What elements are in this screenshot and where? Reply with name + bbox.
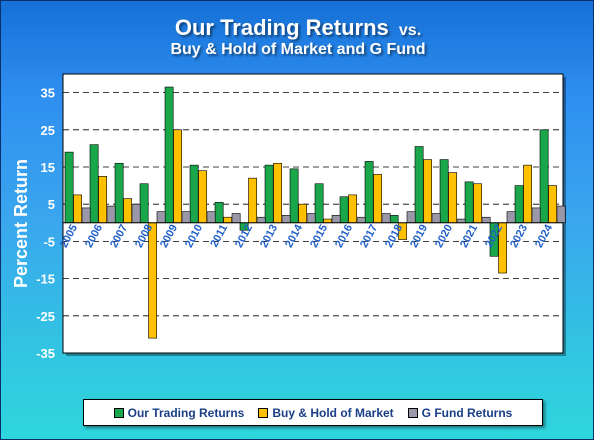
legend-swatch-trading [113, 407, 124, 418]
bar [456, 218, 466, 224]
bar [314, 183, 324, 224]
legend: Our Trading Returns Buy & Hold of Market… [83, 399, 543, 426]
bar [198, 170, 207, 224]
y-tick-label: -25 [36, 309, 55, 324]
y-tick-label: 35 [41, 86, 55, 101]
chart-title: Our Trading Returns vs. [1, 15, 593, 41]
bar [548, 185, 557, 224]
bar [439, 159, 449, 224]
y-tick-label: -5 [43, 234, 55, 249]
bar [464, 181, 474, 224]
legend-item-trading: Our Trading Returns [113, 405, 245, 420]
bar [389, 215, 399, 224]
bar [181, 211, 191, 224]
bar [223, 216, 232, 224]
legend-swatch-gfund [407, 407, 418, 418]
legend-label-trading: Our Trading Returns [127, 405, 245, 420]
bar [248, 177, 257, 224]
bar [406, 211, 416, 224]
bar [364, 161, 374, 224]
y-tick-label: -15 [36, 272, 55, 287]
bar [289, 168, 299, 224]
title-suffix: vs. [398, 22, 422, 39]
y-tick-label: 15 [41, 160, 55, 175]
bar [539, 129, 549, 224]
bar [123, 198, 132, 224]
chart-subtitle: Buy & Hold of Market and G Fund [170, 41, 426, 58]
bar [306, 213, 316, 224]
bar [481, 216, 491, 224]
bar [264, 164, 274, 224]
bar [114, 162, 124, 224]
bar [448, 172, 457, 224]
bar [81, 207, 91, 224]
bar [148, 222, 157, 339]
bar [323, 218, 332, 224]
y-axis-title: Percent Return [11, 159, 31, 288]
bar [531, 207, 541, 224]
bar [156, 211, 166, 224]
legend-swatch-buyhold [258, 407, 269, 418]
bar [339, 196, 349, 224]
bar [431, 213, 441, 224]
bar [423, 159, 432, 224]
bar [164, 86, 174, 224]
bar [214, 202, 224, 224]
bar [414, 146, 424, 224]
bar [64, 151, 74, 224]
bar [98, 176, 107, 224]
legend-label-gfund: G Fund Returns [421, 405, 513, 420]
bar [189, 164, 199, 224]
bar [473, 183, 482, 224]
bar [173, 129, 182, 224]
legend-item-gfund: G Fund Returns [407, 405, 513, 420]
y-tick-label: 25 [41, 123, 55, 138]
bar [506, 211, 516, 224]
legend-label-buyhold: Buy & Hold of Market [272, 405, 394, 420]
bar [131, 203, 141, 224]
bar [106, 205, 116, 224]
legend-item-buyhold: Buy & Hold of Market [258, 405, 394, 420]
bar [331, 215, 341, 224]
bar [273, 162, 282, 224]
bar [373, 174, 382, 224]
y-tick-label: 5 [48, 197, 55, 212]
bar [281, 215, 291, 224]
bar [348, 194, 357, 224]
bar [298, 203, 307, 224]
title-main: Our Trading Returns [174, 15, 389, 40]
y-tick-label: -35 [36, 346, 55, 361]
bar [206, 211, 216, 224]
bar [256, 216, 266, 224]
bar [356, 216, 366, 224]
bar [89, 144, 99, 224]
bar [514, 185, 524, 224]
bar [381, 213, 391, 224]
bar [556, 205, 566, 224]
bar [73, 194, 82, 224]
bar [523, 164, 532, 224]
bar [139, 183, 149, 224]
bar [231, 213, 241, 224]
